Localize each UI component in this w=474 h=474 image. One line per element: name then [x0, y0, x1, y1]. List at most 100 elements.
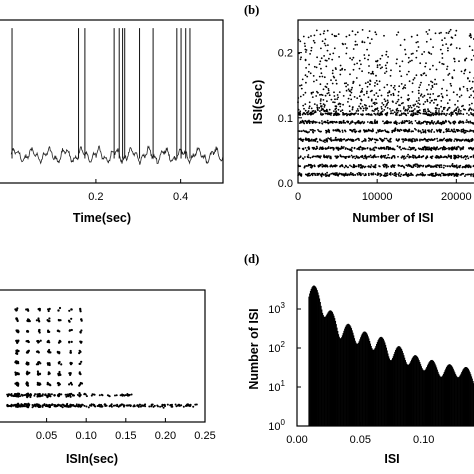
panel-d-bar	[414, 355, 416, 426]
panel-b-point	[415, 41, 418, 44]
panel-b-point	[310, 107, 313, 110]
panel-b-point	[394, 120, 397, 123]
panel-b-point	[458, 165, 460, 168]
panel-d-bar	[401, 349, 403, 426]
panel-b-point	[441, 112, 443, 115]
panel-b-points	[297, 28, 474, 178]
panel-c-point	[81, 403, 84, 406]
panel-b-point	[386, 156, 389, 159]
panel-b-point	[327, 128, 330, 131]
panel-d-bar	[399, 346, 401, 426]
panel-b-point	[358, 95, 361, 98]
panel-b-point	[438, 166, 441, 169]
panel-b-point	[425, 74, 427, 77]
panel-b-point	[420, 148, 423, 151]
panel-d-bar	[319, 298, 321, 426]
panel-b-point	[366, 48, 368, 51]
panel-d-bar	[359, 339, 361, 426]
panel-b-point	[317, 91, 319, 94]
panel-b-point	[426, 88, 428, 91]
panel-b-point	[393, 85, 396, 87]
panel-b-point	[413, 138, 416, 141]
panel-b-point	[393, 156, 396, 159]
panel-d-bar	[394, 351, 396, 426]
panel-b-point	[425, 146, 427, 149]
panel-b-point	[377, 155, 379, 158]
panel-b-point	[440, 123, 443, 126]
panel-b-point	[449, 82, 452, 85]
panel-b-point	[368, 105, 371, 108]
panel-b-point	[304, 147, 307, 149]
panel-d-bar	[355, 342, 357, 426]
panel-b-point	[306, 131, 309, 134]
panel-b-point	[470, 112, 472, 114]
panel-b-point	[324, 59, 327, 62]
panel-b-point	[459, 174, 462, 176]
panel-b-point	[383, 109, 386, 111]
panel-b-point	[422, 72, 425, 75]
panel-b-point	[335, 114, 338, 117]
panel-b-point	[313, 146, 315, 149]
panel-b-point	[417, 89, 420, 92]
panel-b-point	[437, 148, 440, 151]
panel-b-point	[418, 109, 421, 112]
panel-b-point	[380, 130, 383, 133]
panel-b-point	[431, 175, 434, 177]
panel-b-point	[376, 83, 379, 86]
panel-b-point	[400, 96, 403, 99]
panel-b-point	[456, 173, 459, 176]
panel-b-y-tick-label: 0.0	[278, 178, 293, 190]
panel-d-bar	[309, 293, 311, 426]
panel-b-point	[441, 172, 443, 175]
panel-b-point	[328, 155, 330, 157]
panel-c-x-tick-label: 0.15	[115, 430, 136, 442]
panel-c-point	[27, 402, 30, 405]
panel-b-point	[327, 89, 330, 92]
panel-b-point	[345, 89, 348, 92]
panel-b-point	[338, 102, 341, 105]
panel-c-point	[93, 393, 96, 396]
panel-b-point	[325, 65, 328, 68]
panel-b-point	[391, 100, 394, 103]
panel-b-point	[307, 138, 309, 141]
panel-b-point	[350, 165, 353, 168]
panel-b-point	[384, 154, 387, 157]
panel-d-bar	[360, 337, 362, 426]
panel-b-point	[391, 173, 394, 176]
panel-b-point	[342, 112, 344, 114]
panel-b-point	[431, 81, 434, 84]
panel-b-point	[446, 109, 449, 112]
panel-d-bar	[318, 295, 320, 426]
panel-b-point	[416, 105, 418, 108]
panel-b-point	[335, 35, 338, 37]
panel-b-point	[358, 148, 360, 151]
panel-b-point	[447, 173, 449, 176]
panel-d-bar	[425, 368, 427, 426]
panel-c-point	[69, 405, 72, 408]
panel-c-point	[65, 395, 68, 398]
panel-b-point	[367, 58, 369, 61]
panel-b-point	[316, 155, 318, 158]
panel-b-point	[387, 154, 390, 156]
panel-c-point	[70, 328, 73, 332]
panel-b-point	[457, 146, 460, 148]
panel-b-point	[459, 120, 461, 123]
panel-c-point	[80, 360, 83, 363]
panel-b-point	[430, 80, 432, 83]
panel-d-bar	[381, 337, 383, 426]
panel-c-point	[68, 309, 71, 312]
panel-b-point	[358, 173, 361, 176]
panel-b-point	[330, 164, 333, 167]
panel-c-point	[37, 361, 41, 364]
panel-b-point	[466, 89, 469, 92]
panel-b-point	[382, 120, 384, 123]
panel-b-x-tick-label: 0	[295, 191, 301, 203]
panel-b-point	[444, 148, 447, 151]
panel-d-bar	[376, 344, 378, 426]
panel-c-point	[38, 372, 42, 375]
panel-b-point	[330, 172, 333, 175]
panel-b-point	[376, 60, 378, 63]
panel-b-point	[309, 129, 312, 131]
panel-c-point	[114, 394, 116, 397]
panel-b-point	[419, 84, 422, 86]
